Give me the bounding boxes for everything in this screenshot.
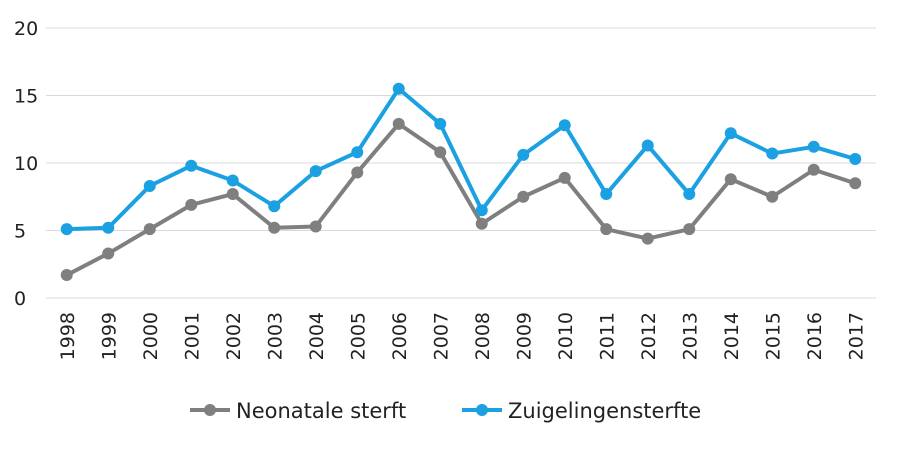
data-point <box>600 188 613 201</box>
data-point <box>226 188 239 201</box>
x-tick-label: 2001 <box>181 312 203 360</box>
data-point <box>434 117 447 130</box>
data-point <box>351 146 364 159</box>
x-tick-label: 2011 <box>596 312 618 360</box>
x-tick-label: 2015 <box>762 312 784 360</box>
y-tick-label: 10 <box>14 153 38 175</box>
data-point <box>683 188 696 201</box>
legend-label: Zuigelingensterfte <box>508 399 701 423</box>
data-point <box>392 82 405 95</box>
data-point <box>849 152 862 165</box>
y-tick-label: 20 <box>14 18 38 40</box>
y-tick-label: 0 <box>14 288 26 310</box>
data-point <box>268 221 281 234</box>
data-point <box>351 166 364 179</box>
data-point <box>185 198 198 211</box>
y-tick-label: 15 <box>14 86 38 108</box>
x-tick-label: 2004 <box>306 312 328 360</box>
y-axis-tick-labels: 0 5 10 15 20 <box>14 18 38 310</box>
data-point <box>185 159 198 172</box>
data-point <box>517 190 530 203</box>
legend-swatch-marker <box>204 404 216 416</box>
data-point <box>392 117 405 130</box>
legend-item-neonatale-sterft: Neonatale sterft <box>190 399 406 423</box>
data-point <box>475 204 488 217</box>
data-point <box>849 177 862 190</box>
data-point <box>724 127 737 140</box>
x-tick-label: 1999 <box>98 312 120 360</box>
data-point <box>60 223 73 236</box>
data-point <box>807 140 820 153</box>
x-tick-label: 2010 <box>555 312 577 360</box>
data-point <box>60 269 73 282</box>
x-tick-label: 2013 <box>679 312 701 360</box>
legend-swatch-marker <box>476 404 488 416</box>
data-point <box>517 148 530 161</box>
data-point <box>434 146 447 159</box>
data-point <box>558 119 571 132</box>
series-zuigelingensterfte <box>60 82 862 236</box>
data-point <box>724 173 737 186</box>
x-tick-label: 2014 <box>721 312 743 360</box>
data-point <box>475 217 488 230</box>
y-tick-label: 5 <box>14 221 26 243</box>
data-point <box>102 221 115 234</box>
legend: Neonatale sterft Zuigelingensterfte <box>190 399 701 423</box>
data-point <box>558 171 571 184</box>
data-point <box>807 163 820 176</box>
x-tick-label: 2000 <box>140 312 162 360</box>
data-point <box>600 223 613 236</box>
data-point <box>641 232 654 245</box>
data-point <box>309 165 322 178</box>
x-tick-label: 1998 <box>57 312 79 360</box>
x-tick-label: 2002 <box>223 312 245 360</box>
x-tick-label: 2007 <box>430 312 452 360</box>
data-point <box>309 220 322 233</box>
series-line <box>64 121 858 278</box>
data-point <box>268 200 281 213</box>
data-point <box>766 190 779 203</box>
x-tick-label: 2009 <box>513 312 535 360</box>
legend-item-zuigelingensterfte: Zuigelingensterfte <box>462 399 701 423</box>
series-line <box>64 86 858 232</box>
x-tick-label: 2016 <box>804 312 826 360</box>
series-layer <box>60 82 862 282</box>
x-tick-label: 2012 <box>638 312 660 360</box>
x-tick-label: 2003 <box>264 312 286 360</box>
series-neonatale-sterft <box>60 117 862 282</box>
x-tick-label: 2017 <box>845 312 867 360</box>
x-tick-label: 2008 <box>472 312 494 360</box>
data-point <box>641 139 654 152</box>
data-point <box>683 223 696 236</box>
data-point <box>143 179 156 192</box>
data-point <box>766 147 779 160</box>
legend-label: Neonatale sterft <box>236 399 406 423</box>
x-axis-tick-labels: 1998 1999 2000 2001 2002 2003 2004 2005 2006 2007… <box>57 312 868 360</box>
data-point <box>226 174 239 187</box>
data-point <box>143 223 156 236</box>
data-point <box>102 247 115 260</box>
x-tick-label: 2005 <box>347 312 369 360</box>
x-tick-label: 2006 <box>389 312 411 360</box>
